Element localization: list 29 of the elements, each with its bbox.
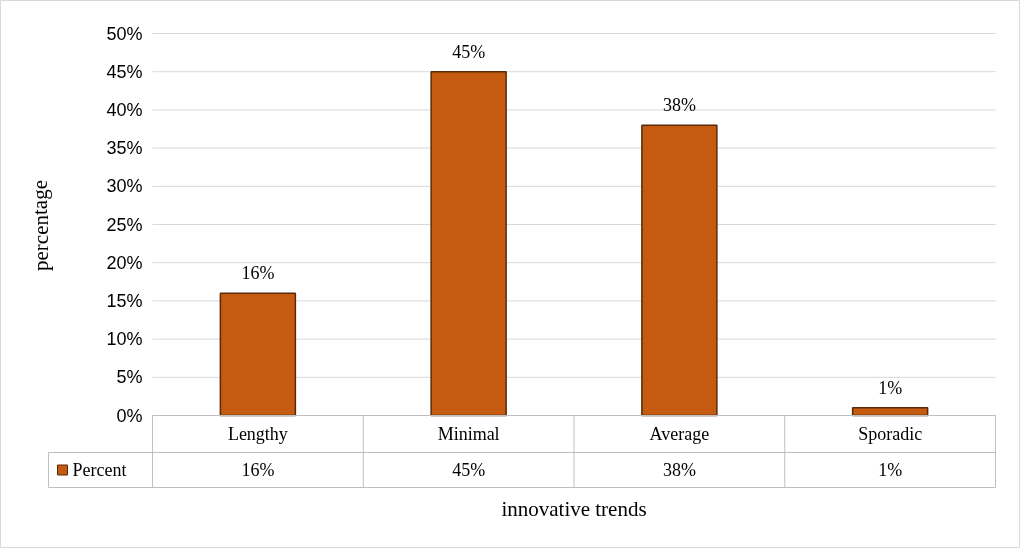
data-label: 45% [452, 460, 486, 480]
y-tick-label: 50% [106, 23, 143, 44]
x-tick-label: Average [649, 424, 710, 444]
y-tick-label: 45% [106, 61, 143, 82]
text: 38% [662, 95, 696, 116]
y-tick-label: 15% [106, 290, 143, 311]
x-tick-label: Lengthy [227, 424, 288, 444]
y-axis-title: percentage [28, 180, 53, 271]
data-label: 16% [241, 460, 275, 480]
bar [219, 292, 297, 417]
data-label: 38% [662, 460, 696, 480]
y-tick-label: 35% [106, 138, 143, 159]
y-tick-label: 10% [106, 329, 143, 350]
y-tick-label: 20% [106, 252, 143, 273]
y-tick-label: 5% [116, 367, 143, 388]
bar [641, 124, 718, 417]
data-label: 1% [878, 460, 903, 480]
x-tick-label: Minimal [437, 424, 500, 444]
x-axis-title: innovative trends [501, 496, 647, 521]
bar [430, 70, 507, 417]
text: 45% [452, 41, 486, 62]
y-tick-label: 30% [106, 176, 143, 197]
text: 1% [878, 377, 903, 398]
y-tick-label: 40% [106, 99, 143, 120]
y-tick-label: 25% [106, 214, 143, 235]
text: 16% [241, 263, 275, 284]
y-tick-label: 0% [116, 405, 143, 426]
x-tick-label: Sporadic [858, 424, 923, 444]
legend-label: Percent [72, 460, 127, 480]
